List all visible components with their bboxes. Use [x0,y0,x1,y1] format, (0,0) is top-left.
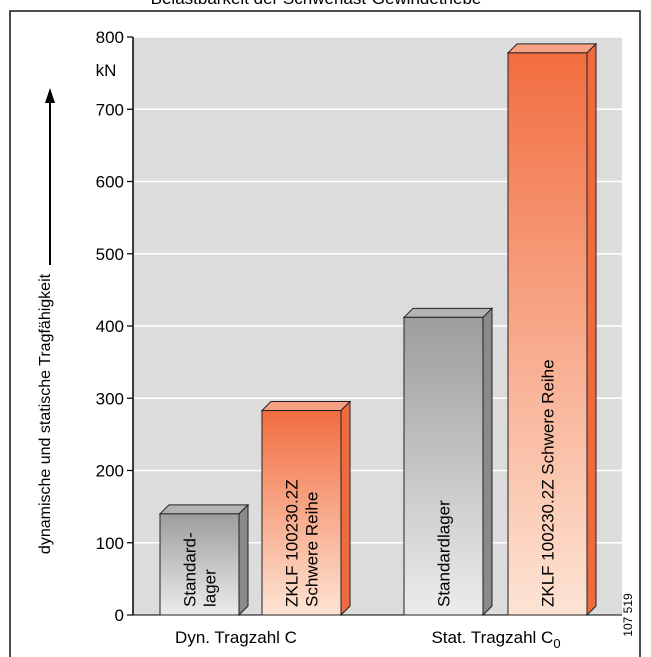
x-labels: Dyn. Tragzahl C Stat. Tragzahl C0 [175,628,561,651]
bar-side [482,307,493,617]
bar-front [261,410,342,616]
bar-front [507,52,588,616]
y-ticks: 0 100 200 300 400 500 600 700 800 [96,28,133,625]
bar-front [159,513,240,616]
x-tick-label: Stat. Tragzahl C0 [431,628,560,651]
bar-label: Schwere Reihe [303,492,322,607]
bar: Standard-lager [158,503,250,617]
x-tick-label: Dyn. Tragzahl C [175,628,297,647]
figure-number: 107 519 [621,593,635,637]
bars: Standard-lager ZKLF 100230.2Z Schwere Reih… [158,42,598,617]
y-tick-label: 400 [96,317,124,336]
chart-title: Belastbarkeit der Schwerlast-Gewindetrie… [151,0,482,8]
y-tick-label: 600 [96,173,124,192]
y-tick-label: 100 [96,534,124,553]
y-tick-label: 300 [96,389,124,408]
y-tick-label: 800 [96,28,124,47]
bar-side [586,42,597,617]
figure-frame [9,10,641,657]
y-tick-label: 0 [115,606,124,625]
bar-top [402,307,494,318]
bar: ZKLF 100230.2Z Schwere Reihe [506,42,598,617]
y-axis-arrow-head [45,88,55,103]
y-tick-label: 700 [96,100,124,119]
bar-label: ZKLF 100230.2Z Schwere Reihe [539,359,558,607]
bar-side [340,400,351,617]
bar-front [403,316,484,616]
y-axis-label: dynamische und statische Tragfähigkeit [37,273,54,554]
y-tick-label: 200 [96,462,124,481]
bar-top [158,504,250,515]
y-axis-unit: kN [96,61,117,80]
bar-top [506,43,598,54]
bar-label: Standardlager [435,500,454,607]
bar-top [260,401,352,412]
bar: ZKLF 100230.2Z Schwere Reihe [260,400,352,617]
bar-label: lager [201,569,220,607]
bar: Standardlager [402,307,494,617]
bar-side [238,503,249,617]
y-tick-label: 500 [96,245,124,264]
bar-label: Standard- [181,532,200,607]
bar-label: ZKLF 100230.2Z [283,479,302,607]
